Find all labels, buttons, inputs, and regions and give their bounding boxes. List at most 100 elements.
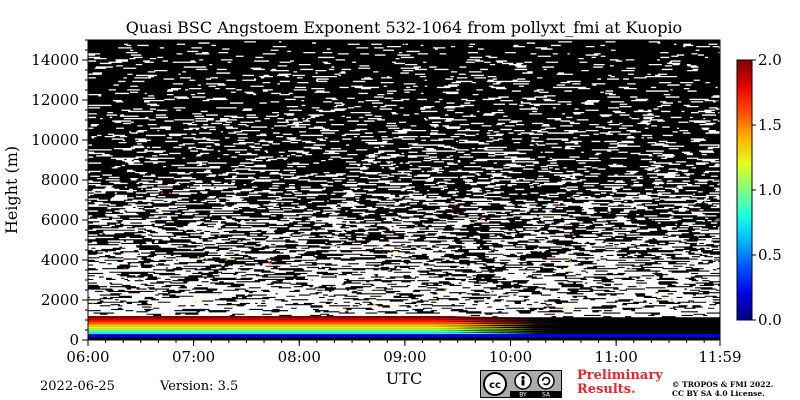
value-speck [322, 237, 325, 239]
value-speck [671, 298, 673, 301]
y-tick-label: 4000 [41, 251, 79, 269]
value-speck [655, 271, 658, 273]
value-speck [675, 280, 678, 282]
value-speck [175, 259, 178, 261]
cc-badge-text: cc [489, 380, 501, 391]
value-speck [492, 293, 495, 295]
value-speck [213, 186, 216, 189]
chart-title: Quasi BSC Angstoem Exponent 532-1064 fro… [126, 18, 682, 37]
value-speck [217, 293, 220, 296]
value-speck [181, 181, 184, 184]
value-speck [491, 290, 494, 293]
value-speck [660, 191, 663, 194]
x-tick-label: 07:00 [172, 348, 215, 366]
aerosol-layer-band [88, 316, 720, 318]
value-speck [390, 180, 393, 182]
value-speck [369, 292, 372, 294]
value-speck [630, 184, 633, 187]
value-speck [197, 256, 200, 258]
value-speck [451, 203, 454, 206]
no-data-streaks [88, 41, 720, 318]
value-speck [457, 212, 460, 215]
value-speck [691, 210, 694, 212]
x-tick-label: 10:00 [489, 348, 532, 366]
x-tick-label: 11:59 [698, 348, 741, 366]
value-speck [467, 181, 470, 184]
x-tick-label: 08:00 [278, 348, 321, 366]
aerosol-layer-band [88, 317, 720, 320]
value-speck [532, 226, 535, 229]
value-speck [454, 204, 457, 206]
value-speck [155, 289, 158, 292]
value-speck [444, 288, 447, 290]
value-speck [168, 294, 170, 296]
value-speck [537, 250, 540, 252]
value-speck [691, 301, 693, 303]
value-speck [608, 212, 611, 214]
value-speck [692, 193, 695, 195]
value-speck [550, 242, 553, 244]
preliminary-line-2: Results. [577, 382, 636, 397]
value-speck [377, 244, 380, 247]
value-speck [493, 248, 496, 251]
value-speck [373, 303, 376, 306]
value-speck [398, 304, 401, 307]
value-speck [537, 239, 540, 241]
value-speck [225, 259, 228, 261]
y-tick-label: 8000 [41, 171, 79, 189]
value-speck [718, 246, 720, 248]
value-speck [350, 202, 353, 204]
y-axis-label: Height (m) [2, 146, 21, 234]
value-speck [576, 272, 579, 275]
value-speck [431, 300, 434, 302]
value-speck [681, 206, 684, 208]
aerosol-layer-band [88, 319, 720, 322]
near-surface-layer [88, 334, 720, 340]
value-speck [608, 277, 611, 280]
value-speck [141, 188, 144, 190]
version-label: Version: 3.5 [160, 379, 239, 394]
heatmap-cells [88, 40, 720, 340]
value-speck [205, 258, 208, 260]
value-speck [311, 279, 314, 281]
value-speck [547, 304, 550, 306]
value-speck [563, 224, 566, 226]
value-speck [281, 202, 284, 205]
value-speck [480, 216, 483, 218]
value-speck [670, 180, 673, 182]
value-speck [525, 270, 528, 272]
value-speck [165, 267, 168, 269]
aerosol-layer-band [88, 332, 720, 334]
value-speck [348, 294, 351, 296]
value-speck [703, 220, 705, 222]
value-speck [138, 279, 141, 281]
value-speck [200, 244, 203, 246]
date-label: 2022-06-25 [40, 379, 115, 394]
aerosol-layer-band [88, 328, 720, 331]
value-speck [327, 200, 329, 202]
value-speck [606, 242, 609, 244]
value-speck [394, 245, 397, 248]
value-speck [190, 240, 193, 243]
value-speck [675, 223, 678, 226]
value-speck [552, 256, 555, 258]
value-speck [234, 256, 237, 258]
value-speck [610, 303, 613, 305]
value-speck [139, 288, 142, 290]
aerosol-layer-band [88, 326, 720, 329]
value-speck [568, 270, 571, 272]
value-speck [322, 289, 325, 291]
value-speck [419, 267, 422, 270]
value-speck [107, 207, 110, 209]
value-speck [663, 297, 666, 299]
value-speck [480, 219, 483, 221]
aerosol-layer-band [88, 323, 720, 325]
value-speck [466, 266, 469, 269]
colorbar-tick-label: 2.0 [758, 51, 782, 69]
colorbar-tick-label: 1.5 [758, 116, 782, 134]
y-tick-label: 12000 [31, 91, 79, 109]
value-speck [274, 260, 277, 262]
value-speck [334, 274, 337, 277]
aerosol-layer-band [88, 325, 720, 327]
